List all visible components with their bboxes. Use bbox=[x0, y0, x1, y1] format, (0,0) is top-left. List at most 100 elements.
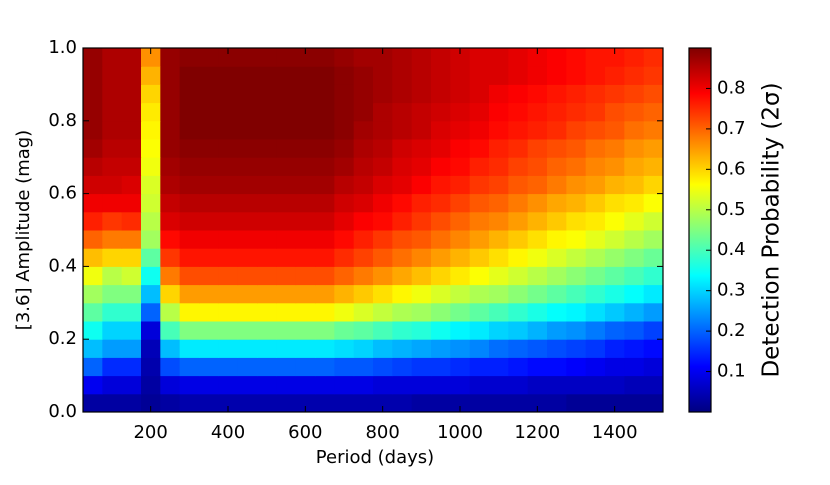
heatmap-cell bbox=[566, 120, 587, 140]
heatmap-cell bbox=[237, 248, 258, 267]
heatmap-cell bbox=[527, 175, 548, 195]
heatmap-cell bbox=[566, 266, 587, 286]
heatmap-cell bbox=[411, 84, 432, 104]
heatmap-cell bbox=[643, 266, 664, 286]
heatmap-cell bbox=[392, 357, 413, 377]
heatmap-cell bbox=[121, 157, 142, 176]
heatmap-cell bbox=[237, 102, 258, 122]
heatmap-cell bbox=[141, 84, 161, 104]
heatmap-cell bbox=[121, 393, 142, 413]
heatmap-cell bbox=[353, 84, 374, 104]
heatmap-cell bbox=[179, 339, 200, 358]
heatmap-cell bbox=[605, 302, 625, 322]
heatmap-cell bbox=[373, 375, 393, 395]
heatmap-cell bbox=[450, 339, 471, 358]
heatmap-cell bbox=[605, 175, 625, 195]
heatmap-cell bbox=[353, 321, 374, 340]
heatmap-cell bbox=[489, 211, 509, 231]
heatmap-cell bbox=[527, 266, 548, 286]
heatmap-cell bbox=[218, 139, 239, 158]
heatmap-cell bbox=[508, 284, 529, 304]
heatmap-cell bbox=[527, 139, 548, 158]
heatmap-cell bbox=[431, 157, 451, 176]
heatmap-cell bbox=[624, 102, 645, 122]
heatmap-cell bbox=[527, 302, 548, 322]
heatmap-cell bbox=[102, 266, 123, 286]
heatmap-cell bbox=[141, 321, 161, 340]
heatmap-cell bbox=[237, 157, 258, 176]
heatmap-cell bbox=[392, 321, 413, 340]
heatmap-cell bbox=[469, 302, 490, 322]
heatmap-cell bbox=[489, 248, 509, 267]
x-tick-label: 1000 bbox=[437, 422, 483, 443]
heatmap-cell bbox=[160, 211, 181, 231]
colorbar-tick-label: 0.1 bbox=[717, 361, 746, 382]
heatmap-cell bbox=[276, 284, 297, 304]
heatmap-cell bbox=[315, 193, 335, 213]
heatmap-cell bbox=[566, 321, 587, 340]
heatmap-cell bbox=[527, 157, 548, 176]
heatmap-cell bbox=[547, 339, 567, 358]
heatmap-cell bbox=[411, 66, 432, 85]
heatmap-cell bbox=[353, 139, 374, 158]
heatmap-cell bbox=[179, 284, 200, 304]
heatmap-cell bbox=[508, 339, 529, 358]
heatmap-cell bbox=[121, 339, 142, 358]
heatmap-cell bbox=[121, 193, 142, 213]
heatmap-cell bbox=[392, 211, 413, 231]
heatmap-cell bbox=[141, 175, 161, 195]
heatmap-cell bbox=[121, 230, 142, 249]
heatmap-cell bbox=[508, 102, 529, 122]
heatmap-cell bbox=[508, 48, 529, 67]
heatmap-cell bbox=[508, 66, 529, 85]
x-tick-label: 200 bbox=[133, 422, 167, 443]
heatmap-cell bbox=[489, 120, 509, 140]
heatmap-cell bbox=[218, 230, 239, 249]
heatmap-cell bbox=[334, 248, 355, 267]
heatmap-cell bbox=[102, 175, 123, 195]
heatmap-cell bbox=[392, 175, 413, 195]
heatmap-cell bbox=[199, 393, 219, 413]
heatmap-cell bbox=[295, 175, 316, 195]
heatmap-cell bbox=[489, 375, 509, 395]
heatmap-cell bbox=[566, 48, 587, 67]
heatmap-cell bbox=[160, 266, 181, 286]
heatmap-cell bbox=[276, 248, 297, 267]
heatmap-cell bbox=[295, 375, 316, 395]
heatmap-cell bbox=[605, 339, 625, 358]
y-axis-label: [3.6] Amplitude (mag) bbox=[13, 130, 34, 330]
heatmap-cell bbox=[102, 139, 123, 158]
heatmap-cell bbox=[547, 357, 567, 377]
heatmap-cell bbox=[605, 211, 625, 231]
heatmap-cell bbox=[315, 284, 335, 304]
heatmap-cell bbox=[431, 375, 451, 395]
heatmap-cell bbox=[276, 339, 297, 358]
heatmap-cell bbox=[450, 266, 471, 286]
heatmap-cell bbox=[431, 339, 451, 358]
heatmap-cell bbox=[102, 357, 123, 377]
heatmap-cell bbox=[218, 302, 239, 322]
heatmap-cell bbox=[527, 339, 548, 358]
heatmap-cell bbox=[605, 48, 625, 67]
heatmap-cell bbox=[450, 248, 471, 267]
heatmap-cell bbox=[257, 139, 277, 158]
heatmap-cell bbox=[643, 157, 664, 176]
heatmap-cell bbox=[547, 321, 567, 340]
heatmap-cell bbox=[179, 375, 200, 395]
heatmap-cell bbox=[566, 393, 587, 413]
heatmap-cell bbox=[179, 302, 200, 322]
heatmap-cell bbox=[237, 66, 258, 85]
heatmap-cell bbox=[353, 48, 374, 67]
heatmap-cell bbox=[218, 102, 239, 122]
heatmap-cell bbox=[431, 193, 451, 213]
heatmap-cell bbox=[605, 120, 625, 140]
heatmap-cell bbox=[160, 193, 181, 213]
heatmap-cell bbox=[527, 230, 548, 249]
heatmap-cell bbox=[431, 266, 451, 286]
heatmap-cell bbox=[508, 139, 529, 158]
heatmap-cell bbox=[527, 211, 548, 231]
heatmap-cell bbox=[547, 266, 567, 286]
heatmap-cell bbox=[295, 84, 316, 104]
heatmap-cell bbox=[199, 157, 219, 176]
heatmap-cell bbox=[353, 284, 374, 304]
